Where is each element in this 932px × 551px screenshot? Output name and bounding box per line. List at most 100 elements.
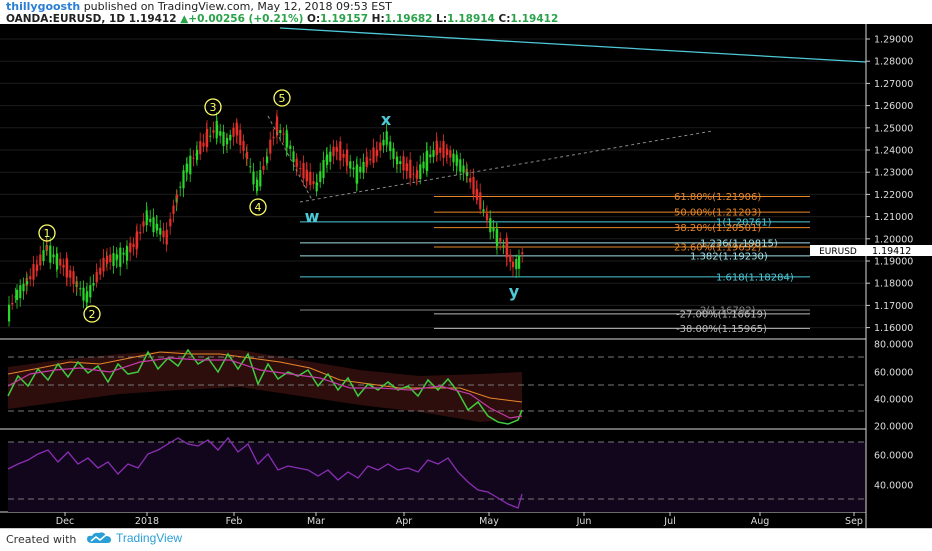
wave-5-circle	[273, 89, 291, 107]
candle-body	[159, 228, 162, 235]
candle-body	[342, 153, 345, 158]
candle-body	[499, 237, 502, 242]
band-fill	[8, 350, 522, 422]
candle-body	[512, 261, 515, 268]
price-change: +0.00256 (+0.21%)	[188, 13, 304, 25]
price-tick-label: 1.26000	[874, 101, 913, 112]
candle-body	[199, 141, 202, 155]
candle-body	[502, 245, 505, 247]
candle-body	[292, 151, 295, 163]
candle-body	[11, 302, 14, 305]
candle-body	[492, 227, 495, 232]
price-tick-label: 1.28000	[874, 57, 913, 68]
candle-body	[332, 146, 335, 157]
fib-level-label: 61.80%(1.21906)	[674, 192, 761, 203]
candle-body	[506, 241, 509, 257]
fib-level-label: 1.236(1.19815)	[700, 238, 778, 249]
tradingview-logo[interactable]: TradingView	[86, 531, 182, 545]
time-axis[interactable]: Dec 2018 Feb Mar Apr May Jun Jul Aug Sep	[56, 512, 863, 527]
price-tick-label: 1.27000	[874, 79, 913, 90]
candle-body	[422, 161, 425, 169]
candle-body	[349, 161, 352, 169]
chart-area[interactable]: 61.80%(1.21906) 50.00%(1.21203)1(1.20761)…	[0, 24, 932, 528]
candle-body	[286, 133, 289, 147]
candle-body	[259, 170, 262, 187]
wave-4-trendline[interactable]	[267, 115, 313, 201]
wave-1-circle	[38, 224, 56, 242]
candle-body	[16, 289, 19, 300]
candle-body	[359, 166, 362, 173]
stoch-tick-label: 60.0000	[874, 368, 913, 379]
candle-body	[8, 304, 11, 322]
candle-body	[139, 232, 142, 234]
rsi-axis[interactable]: 60.0000 40.0000	[874, 451, 913, 492]
candle-body	[182, 170, 185, 189]
candle-body	[372, 147, 375, 163]
fib-level-label: 50.00%(1.21203)	[674, 208, 761, 219]
author-link[interactable]: thillygoosth	[6, 0, 81, 13]
candle-body	[279, 130, 282, 134]
candle-body	[376, 149, 379, 156]
candle-body	[302, 163, 305, 179]
drawings	[267, 27, 867, 203]
wave-w-label: w	[305, 207, 320, 226]
candle-body	[152, 217, 155, 233]
candle-body	[402, 156, 405, 171]
candle-body	[336, 148, 339, 152]
fib-level-label: 1.382(1.19230)	[690, 251, 768, 262]
candle-body	[42, 250, 45, 262]
candle-body	[416, 170, 419, 179]
candle-body	[299, 168, 302, 170]
candle-body	[122, 252, 125, 255]
publish-header: thillygoosth published on TradingView.co…	[0, 0, 932, 25]
time-tick-label: Feb	[226, 516, 243, 527]
candle-body	[282, 133, 285, 135]
candle-body	[46, 246, 49, 250]
candle-body	[189, 155, 192, 175]
candle-body	[316, 183, 319, 186]
candle-body	[369, 158, 372, 161]
publish-line: thillygoosth published on TradingView.co…	[6, 1, 392, 13]
candle-body	[29, 276, 32, 280]
candle-body	[479, 192, 482, 210]
candle-body	[36, 264, 39, 271]
price-axis[interactable]: 1.29000 1.28000 1.27000 1.26000 1.25000 1.240…	[866, 35, 913, 335]
candle-body	[116, 255, 119, 259]
candle-body	[72, 271, 75, 285]
candle-body	[229, 134, 232, 141]
candle-body	[66, 259, 69, 278]
candle-body	[382, 139, 385, 146]
time-tick-label: Mar	[307, 516, 325, 527]
candle-body	[509, 254, 512, 262]
time-tick-label: 2018	[135, 516, 159, 527]
candle-body	[14, 296, 17, 298]
price-tick-label: 1.19000	[874, 257, 913, 268]
created-with-text: Created with	[6, 533, 77, 546]
candle-body	[276, 116, 279, 136]
candle-body	[249, 166, 252, 168]
price-tick-label: 1.17000	[874, 301, 913, 312]
wave-5-label: 5	[279, 92, 286, 105]
trendline-dashed[interactable]	[299, 130, 713, 203]
fib-level-label: 23.60%(1.19632)	[674, 242, 761, 253]
candle-body	[346, 149, 349, 166]
trendline-upper[interactable]	[279, 27, 867, 63]
candles	[8, 110, 524, 327]
candle-body	[449, 150, 452, 158]
close-value: 1.19412	[510, 13, 559, 25]
time-tick-label: Apr	[396, 516, 413, 527]
candle-body	[219, 131, 222, 136]
cloud-icon	[87, 532, 111, 543]
low-label: L:	[436, 13, 448, 25]
stoch-axis[interactable]: 80.0000 60.0000 40.0000 20.0000	[874, 340, 913, 433]
candle-body	[419, 164, 422, 179]
candle-body	[352, 167, 355, 170]
candle-body	[326, 154, 329, 165]
candle-body	[212, 130, 215, 133]
price-tick-label: 1.23000	[874, 168, 913, 179]
candle-body	[169, 218, 172, 227]
fib-level-label: -38.00%(1.15965)	[676, 324, 767, 335]
candle-body	[76, 283, 79, 285]
candle-body	[49, 245, 52, 263]
candle-body	[96, 277, 99, 279]
